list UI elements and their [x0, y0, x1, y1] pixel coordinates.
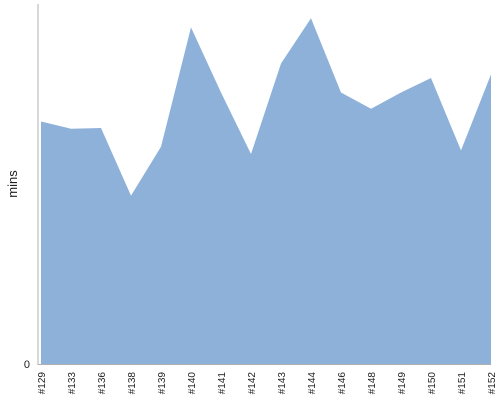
x-tick-label: #144: [307, 372, 318, 395]
area-series-fill: [41, 18, 491, 364]
x-tick-label: #149: [397, 372, 408, 395]
x-tick-label: #136: [97, 372, 108, 395]
x-tick-label: #141: [217, 372, 228, 395]
x-tick-label: #143: [277, 372, 288, 395]
x-tick-label: #139: [157, 372, 168, 395]
y-axis-label: mins: [5, 170, 20, 198]
x-tick-label: #129: [37, 372, 48, 395]
plot-area: [41, 18, 491, 364]
x-tick-label: #140: [187, 372, 198, 395]
x-tick-label: #138: [127, 372, 138, 395]
x-tick-label: #146: [337, 372, 348, 395]
y-tick-label: 0: [24, 359, 30, 371]
x-tick-label: #152: [487, 372, 498, 395]
x-tick-label: #151: [457, 372, 468, 395]
x-tick-label: #142: [247, 372, 258, 395]
x-tick-label: #148: [367, 372, 378, 395]
x-tick-label: #133: [67, 372, 78, 395]
x-tick-labels: #129 #133 #136 #138 #139 #140 #141 #142 #143 #144…: [37, 372, 498, 395]
x-tick-label: #150: [427, 372, 438, 395]
